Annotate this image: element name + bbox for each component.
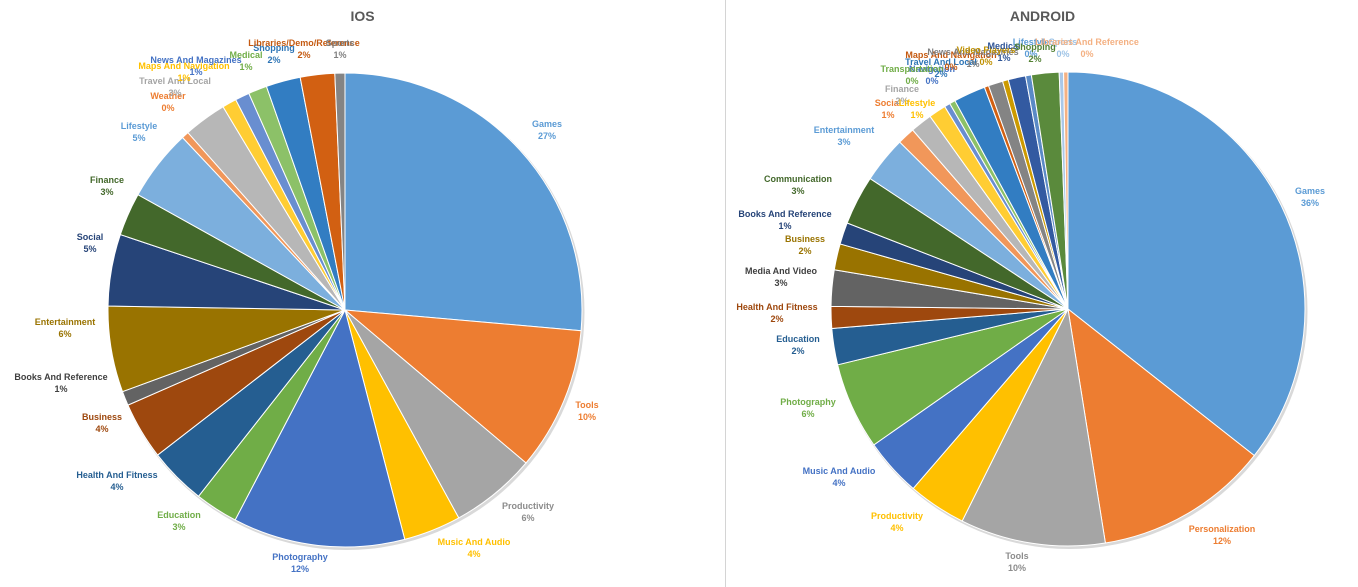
android-label-games-0: Games 36% <box>1295 186 1325 208</box>
android-label-finance-14: Finance 2% <box>885 84 919 106</box>
ios-label-sports-20: Sports 1% <box>326 38 355 60</box>
ios-label-finance-11: Finance 3% <box>90 175 124 197</box>
ios-label-news-and-magazines-16: News And Magazines 1% <box>150 55 241 77</box>
ios-slice-photography-4 <box>234 308 406 548</box>
ios-label-social-10: Social 5% <box>77 232 104 254</box>
ios-chart-title: IOS <box>350 8 375 24</box>
android-label-lifestyle-15: Lifestyle 1% <box>899 98 936 120</box>
ios-label-medical-17: Medical 1% <box>229 50 262 72</box>
android-slice-games-0 <box>1067 71 1306 457</box>
android-label-education-6: Education 2% <box>776 334 820 356</box>
android-label-business-9: Business 2% <box>785 234 825 256</box>
android-label-music-and-audio-4: Music And Audio 4% <box>803 466 876 488</box>
chart-divider <box>725 0 726 587</box>
android-chart-panel: ANDROID Games 36% Personalization 12% Tools 1… <box>727 0 1358 587</box>
ios-label-tools-1: Tools 10% <box>575 400 598 422</box>
android-label-health-and-fitness-7: Health And Fitness 2% <box>736 302 817 324</box>
ios-chart-panel: IOS Games 27% Tools 10% Productivity 6% Music … <box>14 8 598 574</box>
android-label-productivity-3: Productivity 4% <box>871 511 923 533</box>
android-pie-chart: Games 36% Personalization 12% Tools 10% Produc… <box>736 37 1325 573</box>
ios-slice-tools-1 <box>343 309 582 464</box>
android-label-travel-and-local-18: Travel And Local 2% <box>905 57 977 79</box>
ios-label-books-and-reference-8: Books And Reference 1% <box>14 372 107 394</box>
ios-label-travel-and-local-14: Travel And Local 3% <box>139 76 211 98</box>
ios-label-education-5: Education 3% <box>157 510 201 532</box>
android-chart-title: ANDROID <box>1009 8 1076 24</box>
android-label-communication-11: Communication 3% <box>764 174 832 196</box>
ios-label-business-7: Business 4% <box>82 412 122 434</box>
android-label-lifestyle-23: Lifestyle 0% <box>1013 37 1050 59</box>
android-label-navigation-16: Navigation 0% <box>909 64 955 86</box>
ios-label-lifestyle-12: Lifestyle 5% <box>121 121 158 143</box>
android-label-books-and-reference-10: Books And Reference 1% <box>738 209 831 231</box>
android-label-social-13: Social 1% <box>875 98 902 120</box>
android-label-libraries-and-reference-26: Libraries And Reference 0% <box>1035 37 1139 59</box>
android-label-maps-and-navigation-19: Maps And Navigation 0% <box>905 50 996 72</box>
ios-label-shopping-18: Shopping 2% <box>253 43 295 65</box>
ios-label-photography-4: Photography 12% <box>272 552 328 574</box>
android-label-entertainment-12: Entertainment 3% <box>814 125 875 147</box>
android-slice-libraries-and-reference-26 <box>1063 71 1069 310</box>
ios-slice-games-0 <box>344 72 583 332</box>
android-label-media-and-video-8: Media And Video 3% <box>745 266 818 288</box>
android-slice-tools-2 <box>961 307 1106 547</box>
android-label-shopping-24: Shopping 2% <box>1014 42 1056 64</box>
android-label-medical-22: Medical 1% <box>987 41 1020 63</box>
ios-label-productivity-2: Productivity 6% <box>502 501 554 523</box>
ios-label-games-0: Games 27% <box>532 119 562 141</box>
android-label-transportation-17: Transportation 0% <box>880 64 943 86</box>
android-label-tools-2: Tools 10% <box>1005 551 1028 573</box>
ios-label-maps-and-navigation-15: Maps And Navigation 1% <box>138 61 229 83</box>
ios-pie-chart: Games 27% Tools 10% Productivity 6% Music And … <box>14 38 598 574</box>
ios-label-entertainment-9: Entertainment 6% <box>35 317 96 339</box>
ios-slice-sports-20 <box>334 72 346 311</box>
ios-label-health-and-fitness-6: Health And Fitness 4% <box>76 470 157 492</box>
android-label-personalization-1: Personalization 12% <box>1189 524 1256 546</box>
android-label-video-players-21: Video Players 0% <box>957 45 1016 67</box>
android-label-sports-25: Sports 0% <box>1049 37 1078 59</box>
android-slice-personalization-1 <box>1067 307 1255 544</box>
android-label-photography-5: Photography 6% <box>780 397 836 419</box>
ios-label-libraries-demo-reference-19: Libraries/Demo/Reference 2% <box>248 38 360 60</box>
android-label-news-and-magazines-20: News And Magazines 1% <box>927 47 1018 69</box>
ios-label-music-and-audio-3: Music And Audio 4% <box>438 537 511 559</box>
ios-label-weather-13: Weather 0% <box>150 91 186 113</box>
